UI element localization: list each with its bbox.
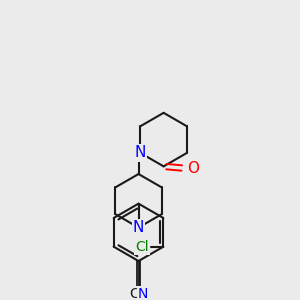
Text: N: N	[135, 146, 146, 160]
Text: Cl: Cl	[136, 240, 149, 254]
Text: O: O	[187, 161, 199, 176]
Text: N: N	[133, 220, 144, 235]
Text: C: C	[129, 287, 139, 300]
Text: N: N	[138, 287, 148, 300]
